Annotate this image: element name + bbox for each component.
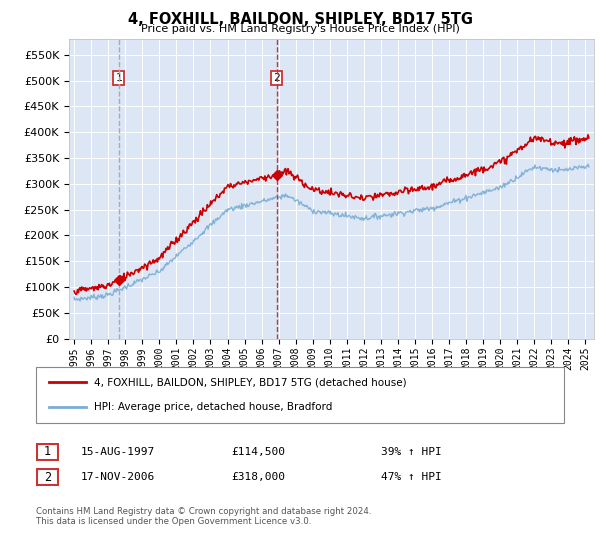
Text: 39% ↑ HPI: 39% ↑ HPI xyxy=(381,447,442,457)
Text: 47% ↑ HPI: 47% ↑ HPI xyxy=(381,472,442,482)
Text: 4, FOXHILL, BAILDON, SHIPLEY, BD17 5TG (detached house): 4, FOXHILL, BAILDON, SHIPLEY, BD17 5TG (… xyxy=(94,377,407,388)
Text: Price paid vs. HM Land Registry's House Price Index (HPI): Price paid vs. HM Land Registry's House … xyxy=(140,24,460,34)
Text: Contains HM Land Registry data © Crown copyright and database right 2024.
This d: Contains HM Land Registry data © Crown c… xyxy=(36,507,371,526)
Text: 15-AUG-1997: 15-AUG-1997 xyxy=(81,447,155,457)
FancyBboxPatch shape xyxy=(37,444,58,460)
Text: 17-NOV-2006: 17-NOV-2006 xyxy=(81,472,155,482)
Text: 4, FOXHILL, BAILDON, SHIPLEY, BD17 5TG: 4, FOXHILL, BAILDON, SHIPLEY, BD17 5TG xyxy=(128,12,473,27)
Text: £114,500: £114,500 xyxy=(231,447,285,457)
FancyBboxPatch shape xyxy=(36,367,564,423)
FancyBboxPatch shape xyxy=(37,469,58,485)
Text: 2: 2 xyxy=(273,73,280,83)
Text: 2: 2 xyxy=(44,470,51,484)
Text: 1: 1 xyxy=(115,73,122,83)
Text: £318,000: £318,000 xyxy=(231,472,285,482)
Text: 1: 1 xyxy=(44,445,51,459)
Text: HPI: Average price, detached house, Bradford: HPI: Average price, detached house, Brad… xyxy=(94,402,332,412)
